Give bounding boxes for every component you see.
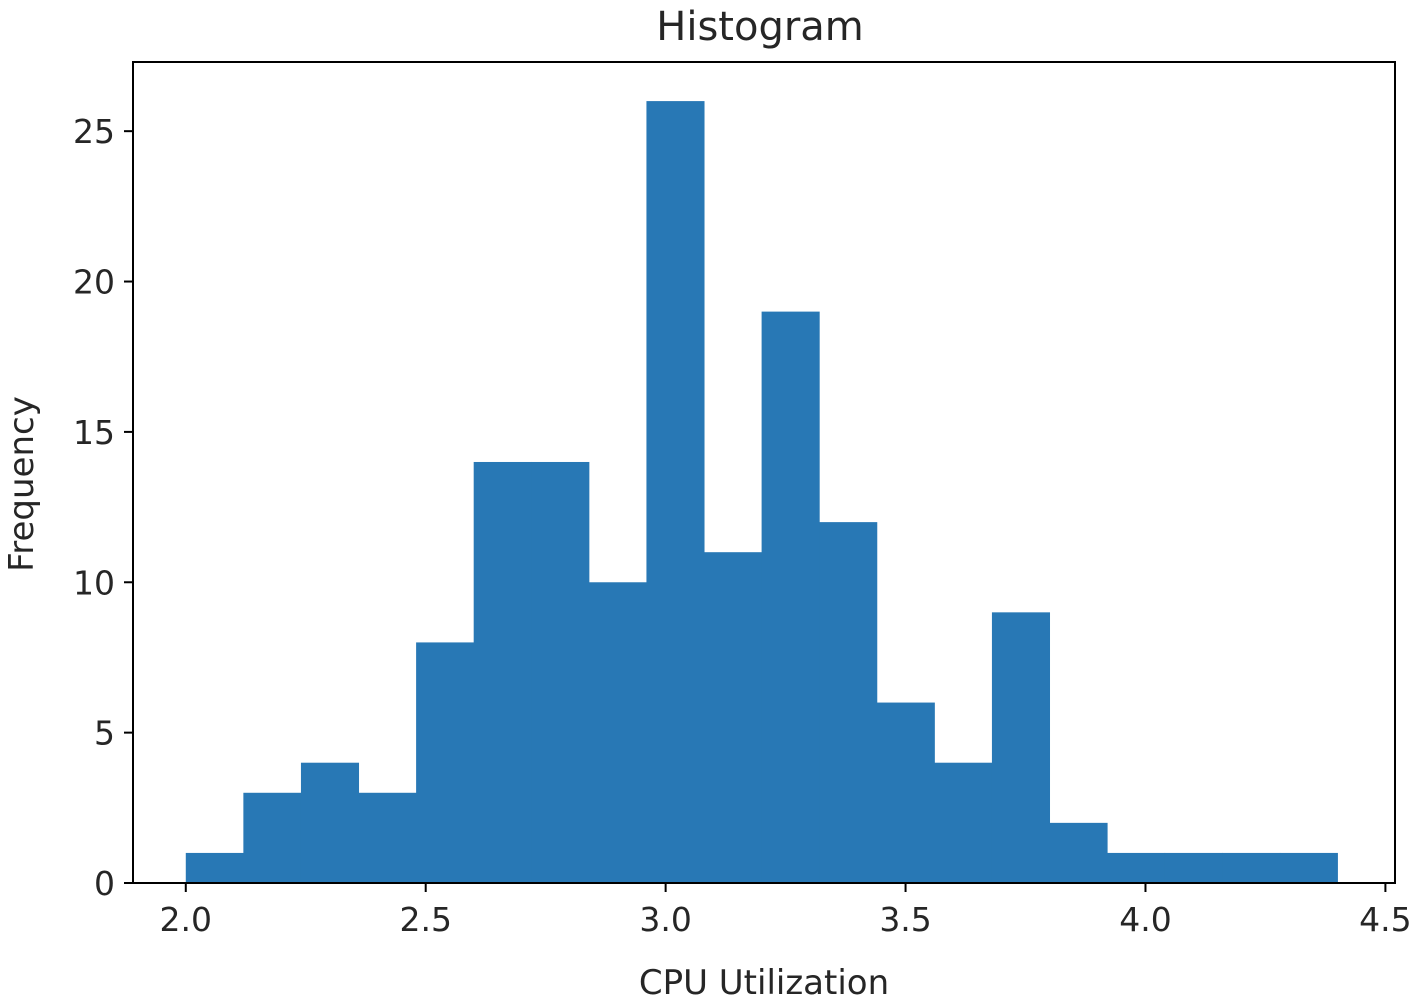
histogram-bar-8 <box>588 582 647 883</box>
y-tick-label: 5 <box>94 714 115 753</box>
y-axis: 0 5 10 15 20 25 <box>73 112 133 903</box>
histogram-bar-19 <box>1222 852 1281 883</box>
chart-title: Histogram <box>656 4 864 50</box>
y-tick-label: 20 <box>73 263 115 302</box>
x-tick-label: 2.0 <box>160 900 212 939</box>
histogram-bar-11 <box>761 311 820 884</box>
histogram-bar-5 <box>416 642 475 883</box>
y-tick-label: 10 <box>73 563 115 602</box>
histogram-bar-10 <box>704 552 763 883</box>
histogram-bar-15 <box>991 612 1051 883</box>
histogram-bar-14 <box>934 762 993 883</box>
histogram-bar-6 <box>473 461 532 883</box>
plot-frame <box>132 61 1396 884</box>
histogram-bar-4 <box>358 792 417 883</box>
x-tick-label: 4.0 <box>1119 900 1171 939</box>
histogram-bar-1 <box>185 852 244 883</box>
x-axis-label: CPU Utilization <box>639 963 889 1001</box>
y-axis-label: Frequency <box>2 396 42 572</box>
x-tick-label: 3.5 <box>879 900 931 939</box>
x-tick-label: 3.0 <box>639 900 691 939</box>
histogram-bar-2 <box>243 792 302 883</box>
histogram-bar-13 <box>876 702 935 883</box>
histogram-bar-3 <box>300 762 360 883</box>
x-tick-label: 4.5 <box>1359 900 1411 939</box>
histogram-bar-20 <box>1279 852 1338 883</box>
x-axis: 2.0 2.5 3.0 3.5 4.0 4.5 <box>160 883 1412 939</box>
y-tick-label: 0 <box>94 864 115 903</box>
y-tick-label: 25 <box>73 112 115 151</box>
histogram-bar-7 <box>531 461 590 883</box>
histogram-bar-16 <box>1049 822 1108 883</box>
x-tick-label: 2.5 <box>399 900 451 939</box>
histogram-bar-18 <box>1164 852 1223 883</box>
y-tick-label: 15 <box>73 413 115 452</box>
histogram-bar-17 <box>1107 852 1166 883</box>
histogram-bar-12 <box>819 522 878 883</box>
histogram-bar-9 <box>646 101 705 884</box>
bars-group <box>185 101 1338 884</box>
